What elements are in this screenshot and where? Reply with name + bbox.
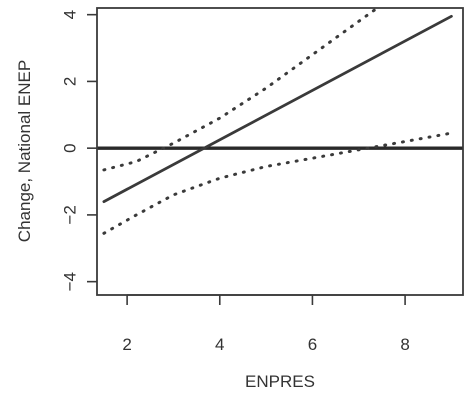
- y-tick-label: 2: [61, 77, 80, 86]
- plot-frame: [96, 7, 464, 296]
- plot-area: [97, 8, 463, 235]
- marginal-effect-line: [102, 14, 453, 204]
- x-tick-label: 4: [215, 335, 224, 354]
- x-tick-label: 6: [308, 335, 317, 354]
- y-tick-label: −2: [60, 205, 79, 224]
- y-axis-title: Change, National ENEP: [15, 60, 34, 242]
- x-tick-label: 2: [122, 335, 131, 354]
- y-tick-label: −4: [60, 272, 79, 291]
- x-axis-title: ENPRES: [245, 372, 315, 391]
- upper-confidence-line: [102, 8, 380, 172]
- axes-layer: 2 4 6 8 −4 −2 0 2 4: [60, 10, 409, 354]
- x-tick-label: 8: [400, 335, 409, 354]
- y-tick-label: 4: [60, 10, 79, 19]
- y-tick-label: 0: [60, 143, 79, 152]
